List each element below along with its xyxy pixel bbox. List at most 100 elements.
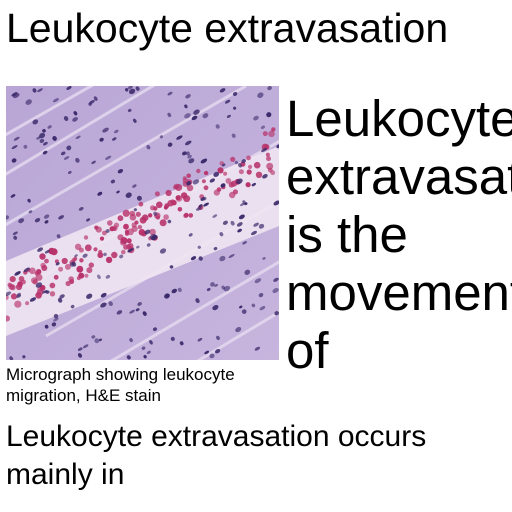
cell-nucleus <box>195 206 202 211</box>
red-blood-cell <box>266 156 271 162</box>
cell-nucleus <box>126 355 131 360</box>
red-blood-cell <box>29 267 36 275</box>
red-blood-cell <box>102 230 107 236</box>
red-blood-cell <box>123 223 129 230</box>
cell-nucleus <box>149 339 153 345</box>
cell-nucleus <box>32 119 39 125</box>
cell-nucleus <box>116 310 123 315</box>
red-blood-cell <box>49 282 56 289</box>
red-blood-cell <box>6 315 10 322</box>
cell-nucleus <box>114 129 119 134</box>
cell-nucleus <box>171 288 178 294</box>
red-blood-cell <box>238 169 244 175</box>
red-blood-cell <box>175 184 183 191</box>
cell-nucleus <box>77 347 83 351</box>
red-blood-cell <box>154 191 160 197</box>
cell-nucleus <box>153 211 158 216</box>
cell-nucleus <box>185 140 192 146</box>
cell-nucleus <box>164 293 170 299</box>
cell-nucleus <box>159 135 164 139</box>
red-blood-cell <box>111 225 118 232</box>
cell-nucleus <box>11 158 17 163</box>
cell-nucleus <box>200 158 208 164</box>
cell-nucleus <box>209 178 215 183</box>
red-blood-cell <box>99 236 105 241</box>
cell-nucleus <box>132 118 137 123</box>
cell-nucleus <box>182 151 187 156</box>
cell-nucleus <box>70 304 75 309</box>
cell-nucleus <box>176 135 183 140</box>
cell-nucleus <box>25 99 32 105</box>
cell-nucleus <box>105 155 112 160</box>
cell-nucleus <box>251 182 256 187</box>
red-blood-cell <box>203 170 209 176</box>
cell-nucleus <box>86 293 93 299</box>
page-title: Leukocyte extravasation <box>6 5 449 51</box>
red-blood-cell <box>17 281 23 287</box>
cell-nucleus <box>241 159 246 164</box>
cell-nucleus <box>37 247 44 252</box>
cell-nucleus <box>253 222 259 227</box>
red-blood-cell <box>183 213 188 219</box>
cell-nucleus <box>258 292 264 298</box>
cell-nucleus <box>219 255 226 262</box>
cell-nucleus <box>197 337 203 342</box>
cell-nucleus <box>221 285 226 290</box>
cell-nucleus <box>191 115 198 121</box>
red-blood-cell <box>121 249 126 255</box>
cell-nucleus <box>100 292 107 298</box>
micrograph-image <box>6 86 279 360</box>
red-blood-cell <box>117 215 124 222</box>
cell-nucleus <box>254 278 262 284</box>
red-blood-cell <box>268 130 275 138</box>
red-blood-cell <box>150 205 156 211</box>
lead-line: movement <box>286 264 512 321</box>
cell-nucleus <box>133 208 137 212</box>
cell-nucleus <box>132 184 137 188</box>
cell-nucleus <box>39 132 46 139</box>
cell-nucleus <box>267 86 272 91</box>
cell-nucleus <box>97 191 103 196</box>
red-blood-cell <box>105 256 113 264</box>
cell-nucleus <box>184 104 188 109</box>
red-blood-cell <box>39 253 46 260</box>
cell-nucleus <box>35 282 43 288</box>
cell-nucleus <box>58 215 64 220</box>
red-blood-cell <box>186 184 194 192</box>
cell-nucleus <box>213 246 218 251</box>
red-blood-cell <box>97 252 104 259</box>
cell-nucleus <box>206 287 211 292</box>
cell-nucleus <box>184 113 191 119</box>
red-blood-cell <box>266 162 274 170</box>
cell-nucleus <box>51 322 57 327</box>
cell-nucleus <box>53 317 59 322</box>
cell-nucleus <box>73 111 78 116</box>
lead-line: Leukocyte <box>286 90 512 147</box>
cell-nucleus <box>27 198 31 203</box>
cell-nucleus <box>97 274 101 280</box>
cell-nucleus <box>262 257 266 260</box>
cell-nucleus <box>242 241 248 245</box>
cell-nucleus <box>82 253 88 258</box>
cell-nucleus <box>22 355 26 359</box>
red-blood-cell <box>177 207 183 212</box>
cell-nucleus <box>167 112 172 118</box>
cell-nucleus <box>220 183 226 188</box>
cell-nucleus <box>224 99 231 104</box>
red-blood-cell <box>36 269 42 275</box>
cell-nucleus <box>266 112 272 118</box>
red-blood-cell <box>230 156 236 162</box>
cell-nucleus <box>195 298 200 304</box>
red-blood-cell <box>248 164 253 169</box>
cell-nucleus <box>10 194 16 198</box>
cell-nucleus <box>44 290 48 294</box>
red-blood-cell <box>138 201 144 207</box>
cell-nucleus <box>143 354 147 359</box>
cell-nucleus <box>42 150 48 155</box>
red-blood-cell <box>31 277 38 284</box>
red-blood-cell <box>9 284 16 291</box>
cell-nucleus <box>105 274 111 279</box>
cell-nucleus <box>43 141 48 146</box>
cell-nucleus <box>159 248 167 254</box>
red-blood-cell <box>76 265 84 273</box>
